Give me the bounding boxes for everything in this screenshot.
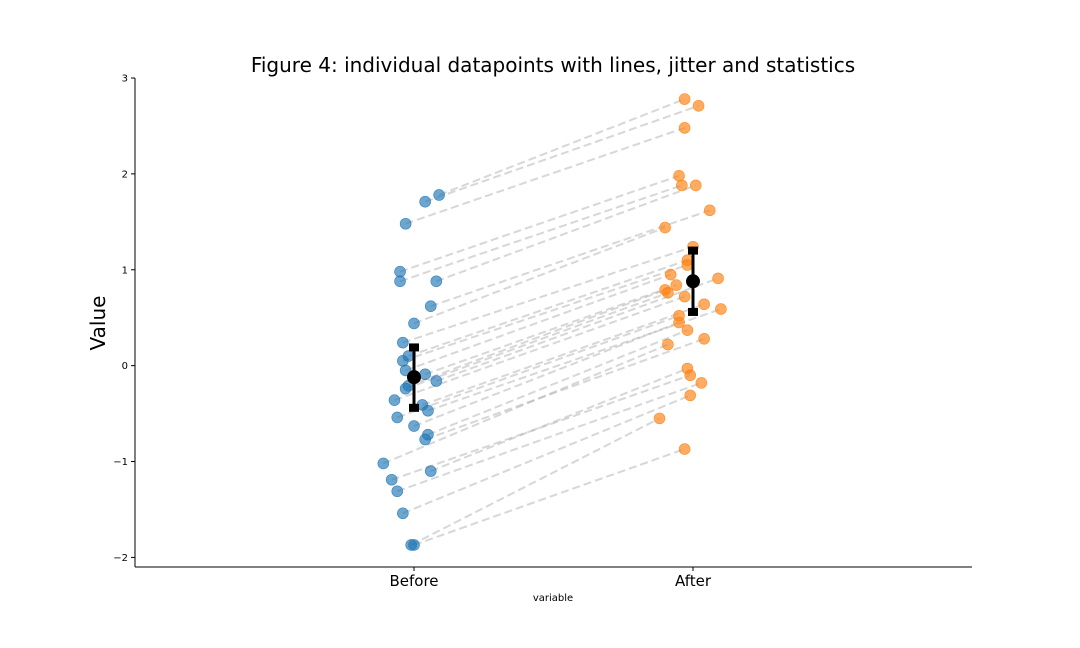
y-axis-label: Value [86, 296, 110, 351]
pair-line [399, 184, 683, 283]
ci-lower-cap-before [409, 403, 419, 412]
pair-line [396, 314, 680, 419]
point-after [678, 122, 691, 134]
y-tick-label: 2 [122, 169, 128, 180]
pair-line [438, 98, 685, 196]
point-before [424, 300, 437, 313]
point-after [681, 324, 694, 336]
pair-line [399, 174, 680, 273]
pair-line [405, 273, 672, 372]
x-tick-label-before: Before [389, 572, 438, 590]
point-before [397, 336, 409, 349]
point-after [678, 290, 691, 303]
point-after [653, 412, 666, 425]
pair-line [422, 303, 705, 406]
y-tick-label: 1 [122, 265, 128, 276]
point-before [408, 317, 420, 330]
point-before [397, 507, 409, 520]
point-before [419, 368, 431, 381]
point-after [715, 303, 727, 315]
point-before [385, 473, 398, 486]
point-before [402, 350, 415, 362]
point-before [391, 485, 404, 498]
x-axis-label: variable [533, 593, 573, 604]
point-before [388, 394, 401, 406]
pair-lines [382, 98, 722, 546]
point-after [673, 170, 685, 182]
point-before [399, 382, 412, 395]
pair-line [424, 104, 699, 203]
point-after [664, 268, 677, 281]
y-tick-label: −2 [113, 553, 128, 564]
point-before [430, 375, 443, 387]
point-after [712, 272, 724, 285]
mean-marker-before [407, 370, 421, 385]
point-after [662, 286, 674, 299]
point-after [698, 332, 710, 345]
point-after [684, 389, 697, 402]
point-after [695, 377, 708, 389]
pair-line [382, 343, 669, 465]
pair-line [427, 329, 688, 436]
point-before [419, 195, 431, 208]
pair-line [394, 295, 685, 402]
pair-line [410, 417, 660, 546]
ci-lower-cap-after [688, 307, 698, 316]
point-before [433, 189, 445, 201]
y-tick-label: 3 [122, 74, 128, 85]
point-after [689, 179, 702, 192]
point-after [678, 443, 691, 455]
pair-line [413, 226, 666, 325]
pair-line [413, 448, 685, 546]
point-before [391, 411, 404, 424]
pair-line [430, 367, 688, 473]
point-after [670, 279, 683, 291]
x-ticks: Before After [389, 567, 712, 590]
point-before [377, 457, 390, 470]
y-tick-label: −1 [113, 457, 128, 468]
pair-line [405, 126, 685, 225]
point-before [430, 275, 443, 288]
statistics [407, 246, 700, 412]
pair-line [402, 264, 688, 362]
pair-line [424, 337, 705, 441]
ci-upper-cap-after [688, 246, 698, 255]
point-before [408, 420, 420, 432]
pair-line [396, 381, 702, 493]
pair-line [402, 245, 694, 344]
point-after [698, 298, 710, 311]
pair-line [408, 259, 688, 358]
point-before [419, 433, 431, 446]
mean-marker-after [686, 274, 700, 289]
point-after [692, 100, 705, 112]
y-tick-label: 0 [122, 361, 128, 372]
pair-line [424, 284, 677, 376]
y-ticks: −2 −1 0 1 2 3 [113, 74, 135, 564]
point-after [703, 204, 716, 217]
pair-line [435, 184, 697, 283]
point-after [681, 254, 694, 266]
point-before [399, 217, 412, 230]
point-after [678, 93, 691, 105]
pair-line [435, 277, 719, 382]
pair-line [405, 291, 669, 390]
pair-line [402, 394, 691, 515]
point-after [662, 338, 674, 351]
point-after [676, 179, 688, 192]
point-before [422, 404, 434, 417]
x-tick-label-after: After [675, 572, 712, 590]
pair-line [391, 374, 691, 481]
point-after [684, 369, 697, 382]
point-before [394, 275, 406, 288]
ci-upper-cap-before [409, 343, 419, 352]
point-after [673, 316, 685, 329]
point-before [424, 465, 437, 477]
chart-title: Figure 4: individual datapoints with lin… [251, 53, 855, 77]
point-before [408, 539, 420, 551]
pair-line [408, 288, 666, 387]
point-after [659, 221, 671, 234]
data-points [377, 93, 727, 551]
